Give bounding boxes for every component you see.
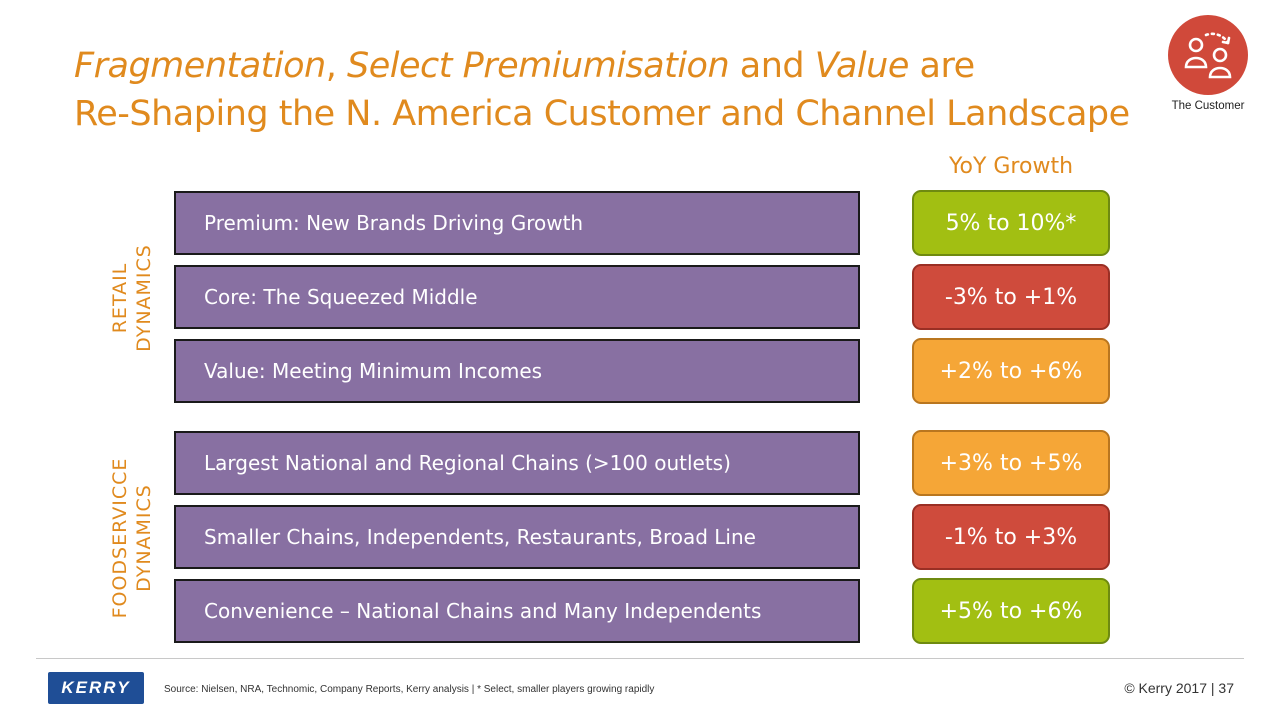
segment-label: Convenience – National Chains and Many I… — [204, 599, 762, 623]
segment-row-premium: Premium: New Brands Driving Growth — [174, 191, 860, 255]
title-term-fragmentation: Fragmentation — [74, 46, 326, 86]
source-note: Source: Nielsen, NRA, Technomic, Company… — [164, 684, 655, 695]
growth-badge-smaller-chains: -1% to +3% — [912, 504, 1110, 570]
segment-row-largest-chains: Largest National and Regional Chains (>1… — [174, 431, 860, 495]
segment-label: Premium: New Brands Driving Growth — [204, 211, 584, 235]
title-term-value: Value — [814, 46, 910, 86]
logo-text: KERRY — [61, 678, 131, 697]
growth-badge-core: -3% to +1% — [912, 264, 1110, 330]
growth-badge-largest-chains: +3% to +5% — [912, 430, 1110, 496]
title-comma: , — [325, 46, 347, 86]
customer-badge — [1168, 15, 1248, 95]
segment-label: Value: Meeting Minimum Incomes — [204, 359, 543, 383]
copyright-page-number: © Kerry 2017 | 37 — [1124, 680, 1234, 696]
growth-value: -1% to +3% — [944, 524, 1078, 550]
growth-value: +5% to +6% — [939, 598, 1083, 624]
retail-dynamics-label: RETAIL DYNAMICS — [108, 228, 156, 368]
foodservice-dynamics-label: FOODSERVICCE DYNAMICS — [108, 438, 156, 638]
title-line-1: Fragmentation, Select Premiumisation and… — [74, 42, 1154, 90]
foodservice-label-line1: FOODSERVICCE — [109, 457, 131, 619]
growth-value: +3% to +5% — [939, 450, 1083, 476]
growth-badge-value: +2% to +6% — [912, 338, 1110, 404]
segment-label: Core: The Squeezed Middle — [204, 285, 478, 309]
segment-row-core: Core: The Squeezed Middle — [174, 265, 860, 329]
segment-label: Largest National and Regional Chains (>1… — [204, 451, 731, 475]
segment-label: Smaller Chains, Independents, Restaurant… — [204, 525, 756, 549]
title-term-premiumisation: Select Premiumisation — [346, 46, 730, 86]
title-and: and — [729, 46, 815, 86]
growth-badge-convenience: +5% to +6% — [912, 578, 1110, 644]
retail-label-line1: RETAIL — [109, 262, 131, 334]
slide-title: Fragmentation, Select Premiumisation and… — [74, 42, 1154, 138]
foodservice-label-line2: DYNAMICS — [133, 484, 155, 592]
segment-row-value: Value: Meeting Minimum Incomes — [174, 339, 860, 403]
retail-label-line2: DYNAMICS — [133, 244, 155, 352]
yoy-growth-header: YoY Growth — [948, 154, 1074, 179]
badge-label: The Customer — [1171, 100, 1245, 112]
growth-value: 5% to 10%* — [945, 210, 1077, 236]
title-line-2: Re-Shaping the N. America Customer and C… — [74, 94, 1130, 134]
kerry-logo: KERRY — [48, 672, 144, 704]
title-are: are — [908, 46, 976, 86]
segment-row-convenience: Convenience – National Chains and Many I… — [174, 579, 860, 643]
growth-badge-premium: 5% to 10%* — [912, 190, 1110, 256]
segment-row-smaller-chains: Smaller Chains, Independents, Restaurant… — [174, 505, 860, 569]
growth-value: -3% to +1% — [944, 284, 1078, 310]
footer-divider — [36, 658, 1244, 659]
people-icon — [1184, 32, 1232, 79]
growth-value: +2% to +6% — [939, 358, 1083, 384]
